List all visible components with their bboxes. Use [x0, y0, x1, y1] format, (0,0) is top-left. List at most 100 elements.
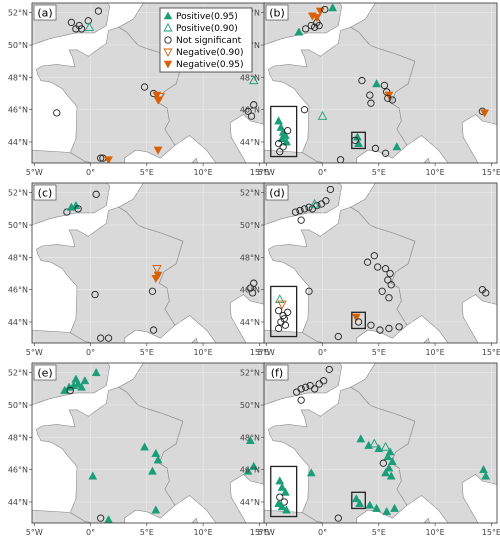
- station-not-significant: [366, 91, 374, 99]
- station-not-significant: [381, 149, 390, 157]
- y-tick-label: 48°N: [240, 73, 260, 82]
- legend-label: Negative(0.95): [176, 60, 243, 70]
- x-tick-label: 10°E: [425, 528, 444, 537]
- y-tick-label: 50°N: [8, 401, 28, 410]
- station-not-significant: [274, 307, 283, 315]
- x-tick-label: 15°E: [250, 528, 269, 537]
- x-tick-label: 15°E: [250, 168, 269, 177]
- station-positive-95: [383, 452, 393, 461]
- france-land: [36, 206, 184, 343]
- panel-label: (b): [269, 7, 285, 20]
- highlight-box: [270, 465, 298, 518]
- y-tick-label: 44°N: [8, 138, 28, 147]
- station-negative-95: [104, 156, 113, 163]
- y-tick-label: 46°N: [240, 106, 260, 115]
- station-positive-95: [88, 471, 98, 480]
- station-not-significant: [297, 216, 305, 224]
- y-tick-label: 52°N: [240, 369, 260, 378]
- y-tick-label: 48°N: [8, 73, 28, 82]
- y-tick-label: 50°N: [8, 41, 28, 50]
- station-positive-95: [328, 3, 338, 12]
- y-tick-label: 46°N: [240, 286, 260, 295]
- station-not-significant: [247, 112, 256, 120]
- station-not-significant: [378, 287, 386, 295]
- x-tick-label: 5°E: [372, 348, 386, 357]
- x-tick-label: 0°: [318, 348, 327, 357]
- station-not-significant: [384, 276, 392, 284]
- station-positive-95: [277, 482, 287, 491]
- station-not-significant: [279, 143, 287, 151]
- station-positive-95: [374, 443, 384, 453]
- panel-frame: [263, 182, 498, 344]
- station-positive-90: [84, 22, 95, 31]
- station-positive-95: [381, 468, 390, 477]
- station-negative-95: [312, 14, 322, 23]
- corsica-land: [191, 517, 198, 523]
- panel-label-box: [265, 184, 289, 201]
- station-positive-95: [390, 503, 399, 512]
- station-not-significant: [301, 383, 310, 391]
- y-tick-label: 44°N: [240, 498, 260, 507]
- station-not-significant: [322, 197, 330, 205]
- x-tick-label: 10°E: [193, 348, 212, 357]
- legend: Positive(0.95) Positive(0.90) Not signific…: [159, 7, 253, 73]
- map-panel: 5°W0°5°E10°E15°E44°N46°N48°N50°N52°N(b): [240, 2, 500, 177]
- station-not-significant: [385, 294, 393, 302]
- legend-symbol-positive-90: [163, 23, 173, 32]
- y-tick-label: 44°N: [8, 498, 28, 507]
- station-positive-95: [294, 27, 304, 36]
- station-not-significant: [248, 289, 257, 297]
- x-tick-label: 0°: [86, 168, 95, 177]
- x-tick-label: 10°E: [425, 348, 444, 357]
- station-not-significant: [388, 96, 396, 104]
- x-tick-label: 15°E: [482, 528, 500, 537]
- station-not-significant: [74, 205, 82, 213]
- station-positive-95: [148, 466, 157, 475]
- y-tick-label: 52°N: [8, 369, 28, 378]
- station-not-significant: [326, 185, 335, 194]
- map-panel: 5°W 0° 5°E 10°E 15°E 44°N 46°N 48°N 50°N 52°N (e): [8, 362, 269, 537]
- station-not-significant: [381, 265, 390, 273]
- station-positive-95: [77, 382, 86, 391]
- station-not-significant: [250, 279, 258, 287]
- y-tick-label: 48°N: [240, 253, 260, 262]
- y-tick-label: 44°N: [240, 138, 260, 147]
- y-tick-label: 52°N: [8, 9, 28, 18]
- station-not-significant: [300, 205, 309, 213]
- station-positive-95: [356, 434, 366, 443]
- station-not-significant: [297, 385, 305, 393]
- station-not-significant: [385, 324, 393, 333]
- y-tick-label: 44°N: [8, 318, 28, 327]
- station-negative-95: [151, 274, 161, 284]
- y-tick-label: 48°N: [8, 433, 28, 442]
- x-tick-label: 10°E: [425, 168, 444, 177]
- station-not-significant: [84, 17, 92, 25]
- panel-frame: [263, 362, 498, 524]
- map-panel: 5°W 0° 5°E 10°E 15°E 44°N 46°N 48°N 50°N 52°N (c): [8, 182, 269, 357]
- x-tick-label: 15°E: [482, 168, 500, 177]
- y-tick-label: 52°N: [240, 189, 260, 198]
- station-not-significant: [313, 201, 321, 210]
- station-positive-95: [372, 503, 381, 512]
- corsica-land: [423, 157, 430, 163]
- station-not-significant: [351, 136, 359, 145]
- station-not-significant: [276, 148, 284, 156]
- station-positive-95: [386, 471, 396, 480]
- corsica-land: [423, 517, 430, 523]
- station-negative-95: [351, 313, 361, 322]
- station-positive-90: [248, 75, 259, 85]
- station-not-significant: [301, 25, 310, 33]
- land-layer: [264, 3, 497, 163]
- land-layer: [32, 363, 265, 523]
- y-tick-label: 48°N: [8, 253, 28, 262]
- station-not-significant: [77, 25, 86, 33]
- x-tick-label: 0°: [318, 528, 327, 537]
- y-tick-label: 48°N: [240, 433, 260, 442]
- y-tick-label: 46°N: [8, 106, 28, 115]
- station-positive-90: [317, 110, 328, 120]
- station-negative-95: [153, 146, 163, 155]
- station-not-significant: [379, 459, 387, 467]
- station-not-significant: [325, 365, 333, 374]
- y-tick-label: 50°N: [240, 221, 260, 230]
- station-negative-95: [480, 109, 490, 118]
